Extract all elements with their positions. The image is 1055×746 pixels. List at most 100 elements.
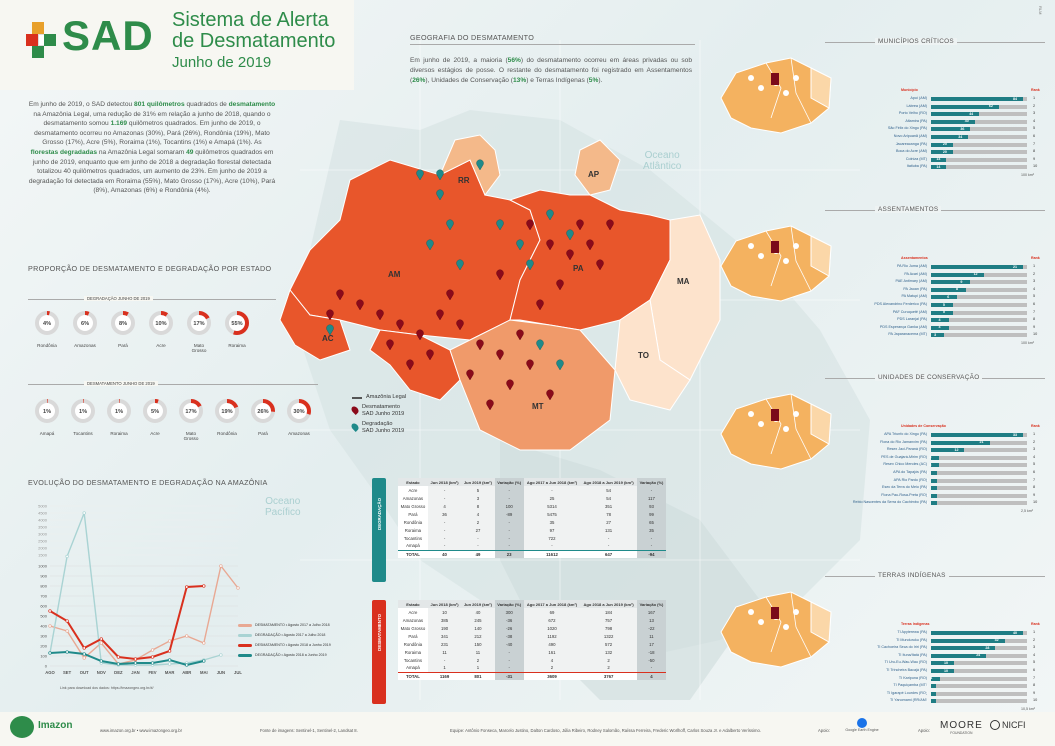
table-cell: 161 [523,648,581,656]
table-header: Jun 2018 (km²) [427,478,462,486]
bar-fill [931,333,945,338]
table-cell: 2 [580,656,637,664]
panel-item-label: TI Yanomami (RR/AM) [890,698,927,703]
bar-fill [931,310,953,315]
bar-rank: 6 [1033,134,1036,138]
bar-fill [931,127,971,132]
series-point [48,624,52,628]
table-cell: -26 [494,624,524,632]
ring-chart: 5% [143,399,167,423]
bar-rank: 5 [1033,126,1036,131]
bar-value: 40 [964,119,969,124]
bar-rank: 9 [1033,324,1036,329]
table-cell: 93 [636,502,666,510]
deforestation-pin [546,389,554,401]
series-line [49,585,204,661]
table-row: Mato Grosso 190 140 -26 1020 798 -22 [398,624,666,632]
label-mt: MT [532,402,544,411]
ring-tocantins: 1% Tocantins [70,398,96,436]
bar-fill [931,165,947,170]
table-header: Estado [398,478,428,486]
table-cell: - [427,542,462,550]
bar-fill [931,150,953,155]
state-to [614,299,691,411]
ring-label: Amapá [39,431,55,436]
ring-arc [107,399,131,423]
sad-logo-text: SAD [62,12,154,59]
ring-arc [111,311,135,335]
bar-rank: 2 [1033,439,1036,444]
bar-fill [931,318,949,323]
bar-value: 2 [925,691,928,696]
bar-fill [931,272,984,277]
panel-item-label: PES de Guajará-Mirim (RO) [881,454,927,459]
table-cell: 4 [523,656,581,664]
ring-label: Acre [156,343,166,348]
table-row: Acre 10 40 300 69 184 167 [398,608,666,616]
panel-title: TERRAS INDÍGENAS [875,572,949,579]
bar-value: 5 [942,302,945,307]
table-cell: 17 [636,640,666,648]
table-cell: 4 [461,510,495,518]
ring-label: Acre [150,431,160,436]
legend-item: DESMATAMENTO • Agosto 2018 a Junho 2019 [238,640,378,650]
bar-rank: 3 [1033,279,1036,284]
data-source-link[interactable]: Link para download dos dados: https://im… [60,686,154,690]
table-cell: 341 [427,632,462,640]
deforestation-pin [526,219,534,231]
footer-sponsor-label: Apoio: [918,728,930,733]
table-cell: -38 [494,632,524,640]
ring-arc [187,311,211,335]
ring-pará: 26% Pará [250,398,276,436]
table-cell: - [461,534,495,542]
series-point [185,634,189,638]
bar-fill [931,676,941,681]
bar-rank: 9 [1033,156,1036,161]
panel-item-label: TI Trincheira Bacajá (PA) [886,668,927,672]
table-cell: 1322 [580,632,637,640]
bar-rank: 8 [1033,149,1036,154]
hotspot-marker [783,426,789,432]
degradation-pin [516,239,524,251]
table-cell: 99 [636,510,666,518]
bar-value: 84 [1013,96,1017,101]
panel-item-label: PDS Esperança Ganka (AM) [879,324,927,329]
footer-links[interactable]: www.imazon.org.br • www.imazongeo.org.br [100,728,182,733]
bar-value: 10 [944,668,948,673]
bar-rank: 1 [1033,432,1036,436]
table-header: Ago 2018 a Jun 2019 (km²) [580,478,637,486]
table-header: Jun 2018 (km²) [427,600,462,608]
deforestation-pin [586,239,594,251]
bar-value: 9 [960,279,963,284]
ring-chart: 6% [73,311,97,335]
bar-track [931,471,1027,475]
deforestation-pin [426,349,434,361]
table-cell: 3767 [580,671,637,680]
table-cell: 23 [494,549,524,558]
panel-item-label: Flona do Rio Jamanxim (PA) [880,439,927,444]
bar-rank: 10 [1033,698,1038,703]
table-cell: Pará [398,510,428,518]
panel-col-header: Rank [1031,88,1040,92]
table-cell: 798 [580,624,637,632]
series-point [82,511,86,515]
bar-fill [931,691,936,696]
panel-item-label: PA Jaoan (PA) [903,286,927,291]
series-point [150,655,155,659]
bar-value: 5 [942,310,945,315]
bar-rank: 2 [1033,637,1036,642]
table-cell: TOTAL [398,671,428,680]
bar-rank: 2 [1033,103,1036,108]
panel-title: ASSENTAMENTOS [875,206,942,213]
degradation-pin [536,339,544,351]
table-cell: 2 [580,664,637,672]
bar-rank: 1 [1033,96,1036,100]
ring-chart: 1% [71,399,95,423]
ring-mato-grosso: 17% Mato Grosso [178,398,204,441]
series-point [150,648,155,652]
hotspot-marker [758,619,764,625]
y-tick-label: 3500 [38,525,48,530]
y-tick-label: 700 [40,594,47,599]
y-tick-label: 500 [40,614,47,619]
degradation-rings: 4% Rondônia 6% Amazonas 8% Pará 10% Acre 17% Mato… [34,310,284,356]
